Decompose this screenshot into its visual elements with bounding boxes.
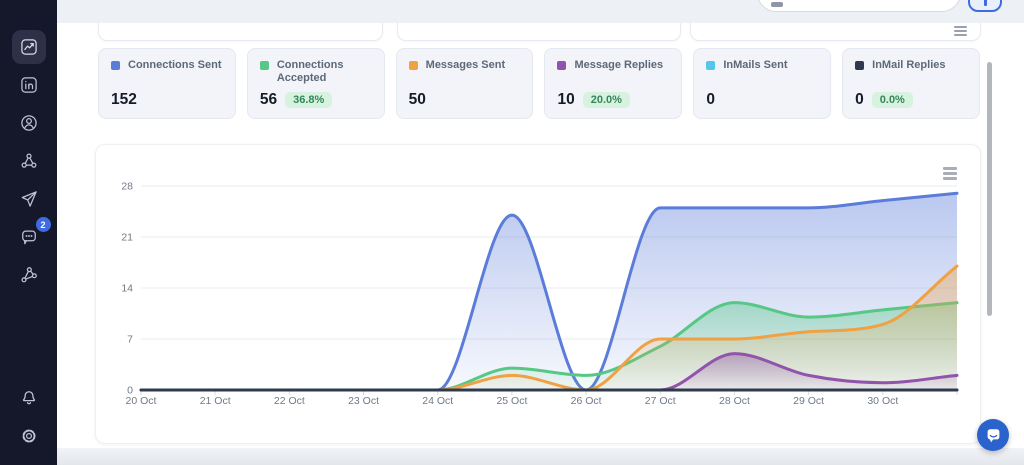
stat-value: 0 [855, 91, 864, 108]
stat-card[interactable]: Connections Accepted 56 36.8% [246, 48, 385, 119]
filter-button[interactable] [968, 0, 1002, 12]
bell-icon [22, 391, 35, 405]
sidebar-bottom [0, 381, 57, 457]
sidebar-item-analytics[interactable] [11, 30, 46, 64]
stat-label: InMails Sent [723, 59, 788, 71]
stat-card[interactable]: InMail Replies 0 0.0% [842, 48, 980, 119]
chat-bubble-icon [21, 230, 36, 245]
svg-text:22 Oct: 22 Oct [274, 395, 305, 407]
series-color-dot [259, 61, 269, 70]
stat-percentage-badge: 20.0% [582, 92, 630, 108]
stat-percentage-badge: 0.0% [871, 92, 913, 108]
series-color-dot [855, 61, 865, 70]
series-color-dot [408, 61, 418, 70]
stat-card[interactable]: InMails Sent 0 [693, 48, 832, 119]
svg-text:29 Oct: 29 Oct [793, 395, 824, 407]
svg-text:14: 14 [121, 283, 133, 295]
svg-text:25 Oct: 25 Oct [496, 395, 527, 407]
stat-label: Connections Sent [128, 59, 222, 71]
stat-label: InMail Replies [872, 59, 946, 71]
stat-card[interactable]: Message Replies 10 20.0% [544, 48, 683, 119]
series-color-dot [557, 61, 567, 70]
svg-text:28: 28 [121, 181, 133, 193]
footer-strip [57, 448, 1024, 465]
svg-text:26 Oct: 26 Oct [571, 395, 602, 407]
chart-card: 0 7 14 21 28 20 Oct 21 Oct 22 Oct 23 Oct 24 Oct 25… [95, 144, 981, 444]
stat-label: Connections Accepted [276, 59, 344, 85]
card-menu-icon[interactable] [954, 26, 967, 36]
share-nodes-icon [21, 153, 36, 168]
linkedin-icon [20, 77, 37, 93]
stat-value: 50 [408, 91, 426, 108]
sidebar-item-integrations[interactable] [12, 258, 46, 292]
svg-text:30 Oct: 30 Oct [867, 395, 898, 407]
series-color-dot [706, 61, 716, 70]
svg-text:0: 0 [127, 385, 133, 397]
x-axis-labels: 20 Oct 21 Oct 22 Oct 23 Oct 24 Oct 25 Oct 26 O… [126, 395, 899, 407]
svg-text:20 Oct: 20 Oct [126, 395, 157, 407]
sidebar-item-network[interactable] [12, 144, 46, 178]
svg-text:21: 21 [121, 232, 133, 244]
calendar-icon [771, 2, 783, 7]
user-circle-icon [20, 115, 37, 131]
sidebar-item-notifications[interactable] [12, 381, 46, 415]
graph-nodes-icon [20, 267, 37, 283]
sidebar-item-settings[interactable] [12, 419, 46, 453]
svg-text:28 Oct: 28 Oct [719, 395, 750, 407]
gear-icon [22, 429, 35, 443]
chat-launcher-icon [987, 428, 999, 442]
filter-icon [984, 0, 987, 6]
activity-chart: 0 7 14 21 28 20 Oct 21 Oct 22 Oct 23 Oct 24 Oct 25… [121, 181, 959, 407]
y-axis-labels: 0 7 14 21 28 [121, 181, 133, 397]
sidebar-item-profile[interactable] [12, 106, 46, 140]
scrollbar-thumb[interactable] [987, 62, 992, 316]
chart-menu-icon[interactable] [943, 167, 957, 180]
sidebar: 2 [0, 0, 57, 465]
date-range-input[interactable] [757, 0, 961, 12]
stat-value: 10 [557, 91, 575, 108]
send-icon [21, 191, 37, 207]
stat-card[interactable]: Connections Sent 152 [98, 48, 236, 119]
main-content: Connections Sent 152 Connections Accepte… [57, 0, 1024, 465]
series-color-dot [111, 61, 120, 70]
stat-percentage-badge: 36.8% [285, 92, 333, 108]
sidebar-item-linkedin[interactable] [12, 68, 46, 102]
svg-text:27 Oct: 27 Oct [645, 395, 676, 407]
inbox-notification-badge: 2 [35, 217, 51, 232]
stat-value: 0 [706, 91, 715, 108]
series-area-message-replies [141, 353, 957, 390]
svg-text:23 Oct: 23 Oct [348, 395, 379, 407]
sidebar-item-outreach[interactable] [12, 182, 46, 216]
stats-row: Connections Sent 152 Connections Accepte… [98, 48, 980, 119]
sidebar-item-inbox[interactable]: 2 [12, 217, 51, 254]
svg-text:24 Oct: 24 Oct [422, 395, 453, 407]
stat-value: 56 [259, 91, 278, 108]
stat-label: Messages Sent [425, 59, 506, 71]
svg-text:21 Oct: 21 Oct [200, 395, 231, 407]
stat-card[interactable]: Messages Sent 50 [395, 48, 534, 119]
chat-launcher-button[interactable] [977, 419, 1009, 451]
chart-trend-icon [20, 39, 37, 55]
svg-text:7: 7 [127, 334, 133, 346]
stat-label: Message Replies [574, 59, 664, 71]
stat-value: 152 [111, 91, 137, 108]
